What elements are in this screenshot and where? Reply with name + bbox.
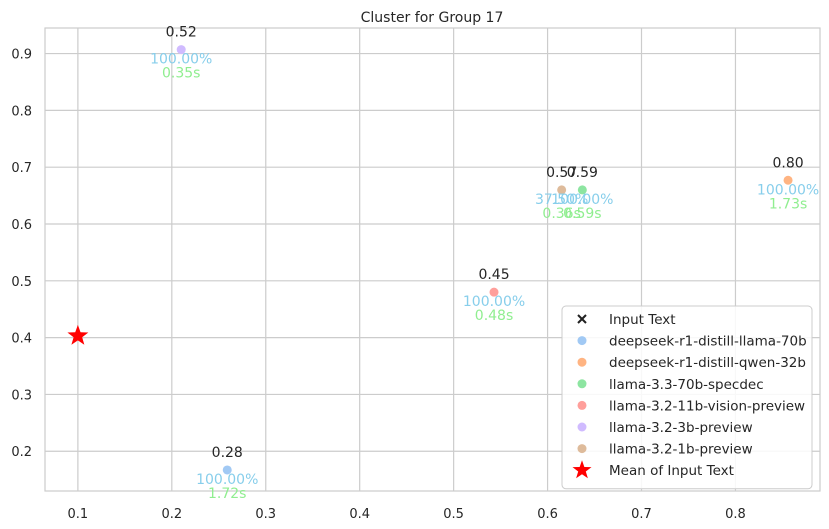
legend-label: llama-3.2-11b-vision-preview [609, 398, 805, 414]
x-tick-label: 0.4 [349, 507, 370, 522]
time-label: 1.73s [769, 196, 807, 212]
accuracy-label: 37.50% [535, 192, 588, 208]
y-tick-label: 0.3 [11, 388, 32, 403]
legend-label: Input Text [609, 312, 676, 328]
accuracy-label: 100.00% [150, 52, 212, 68]
y-tick-label: 0.9 [11, 48, 32, 63]
legend-star-marker [572, 460, 592, 479]
data-point [557, 185, 567, 195]
legend-label: llama-3.2-3b-preview [609, 420, 753, 436]
legend-marker [577, 422, 587, 432]
x-tick-label: 0.2 [161, 507, 182, 522]
legend-x-marker [577, 314, 587, 324]
legend-marker [577, 379, 587, 389]
plot-frame [44, 27, 821, 492]
data-labels: 0.28100.00%1.72s0.80100.00%1.73s0.59100.… [150, 25, 819, 502]
legend-label: deepseek-r1-distill-qwen-32b [609, 355, 806, 371]
legend: Input Text deepseek-r1-distill-llama-70b d… [561, 305, 813, 490]
time-label: 0.59s [563, 206, 601, 222]
score-label: 0.28 [212, 445, 243, 461]
y-tick-label: 0.5 [11, 275, 32, 290]
data-point [577, 185, 587, 195]
legend-marker [577, 357, 587, 367]
score-label: 0.52 [166, 25, 197, 41]
accuracy-label: 100.00% [196, 472, 258, 488]
accuracy-label: 100.00% [463, 294, 525, 310]
axis-ticks: 0.1 0.2 0.3 0.4 0.5 0.6 0.7 0.8 0.2 0.3 0.4 0.5 0.6 0… [11, 48, 745, 522]
legend-marker [577, 400, 587, 410]
y-tick-label: 0.7 [11, 161, 32, 176]
time-label: 1.72s [208, 486, 246, 502]
data-point [222, 465, 232, 475]
time-label: 0.36s [542, 206, 580, 222]
legend-label: llama-3.2-1b-preview [609, 442, 753, 458]
chart-title: Cluster for Group 17 [361, 10, 504, 26]
time-label: 0.48s [475, 308, 513, 324]
y-tick-label: 0.6 [11, 218, 32, 233]
legend-label: llama-3.3-70b-specdec [609, 377, 764, 393]
data-points [67, 45, 793, 475]
legend-label: deepseek-r1-distill-llama-70b [609, 334, 807, 350]
legend-marker [577, 444, 587, 454]
score-label: 0.57 [546, 165, 577, 181]
data-point [489, 287, 499, 297]
x-tick-label: 0.8 [725, 507, 746, 522]
score-label: 0.59 [567, 165, 598, 181]
time-label: 0.35s [162, 66, 200, 82]
data-point [783, 175, 793, 185]
x-tick-label: 0.1 [68, 507, 89, 522]
y-tick-label: 0.4 [11, 332, 32, 347]
legend-marker [577, 336, 587, 346]
x-tick-label: 0.7 [631, 507, 652, 522]
x-tick-label: 0.6 [537, 507, 558, 522]
accuracy-label: 100.00% [551, 192, 613, 208]
score-label: 0.80 [772, 155, 803, 171]
data-point [176, 45, 186, 55]
legend-label: Mean of Input Text [609, 463, 734, 479]
x-tick-label: 0.3 [255, 507, 276, 522]
score-label: 0.45 [478, 267, 509, 283]
x-tick-label: 0.5 [443, 507, 464, 522]
y-tick-label: 0.2 [11, 445, 32, 460]
accuracy-label: 100.00% [757, 182, 819, 198]
y-tick-label: 0.8 [11, 104, 32, 119]
mean-star-marker [67, 324, 89, 345]
legend-box [561, 305, 813, 490]
